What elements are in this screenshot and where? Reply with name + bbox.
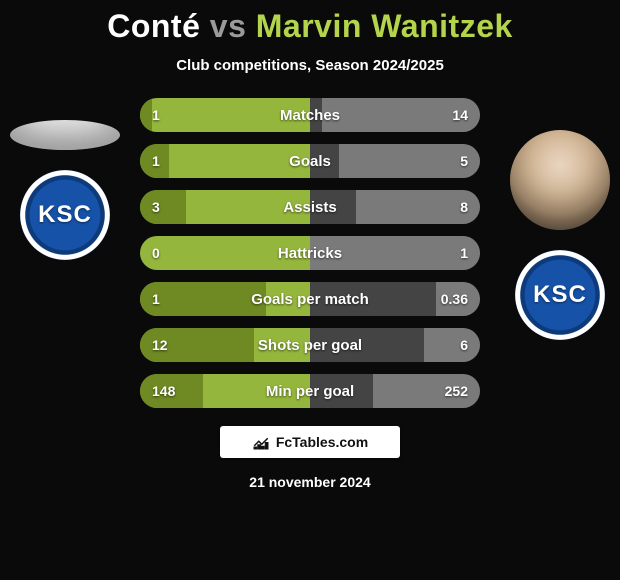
- stat-label: Assists: [283, 199, 336, 216]
- stat-bar-left-fill: [140, 98, 152, 132]
- player2-club-badge: KSC: [515, 250, 605, 340]
- stat-value-left: 3: [152, 199, 160, 215]
- stat-label: Shots per goal: [258, 337, 362, 354]
- stat-value-right: 1: [460, 245, 468, 261]
- stat-value-right: 6: [460, 337, 468, 353]
- stats-container: 1 Matches 14 1 Goals 5 3 Assists 8 0 Hattricks 1 1 Go…: [140, 98, 480, 408]
- stat-label: Goals: [289, 153, 331, 170]
- stat-value-left: 1: [152, 291, 160, 307]
- site-name: FcTables.com: [276, 434, 368, 450]
- club-abbr: KSC: [38, 201, 92, 229]
- stat-value-right: 8: [460, 199, 468, 215]
- stat-row: 3 Assists 8: [140, 190, 480, 224]
- right-player-column: KSC: [510, 130, 610, 340]
- stat-bar-left-fill: [140, 190, 186, 224]
- player1-photo-placeholder: [10, 120, 120, 150]
- player2-name: Marvin Wanitzek: [256, 8, 513, 44]
- stat-row: 1 Goals 5: [140, 144, 480, 178]
- stat-label: Hattricks: [278, 245, 342, 262]
- stat-value-right: 14: [452, 107, 468, 123]
- stat-value-right: 0.36: [441, 291, 468, 307]
- stat-row: 12 Shots per goal 6: [140, 328, 480, 362]
- left-player-column: KSC: [10, 120, 120, 260]
- stat-value-left: 12: [152, 337, 168, 353]
- stat-value-left: 1: [152, 107, 160, 123]
- stat-row: 148 Min per goal 252: [140, 374, 480, 408]
- stat-row: 1 Goals per match 0.36: [140, 282, 480, 316]
- stat-value-left: 148: [152, 383, 175, 399]
- stat-label: Min per goal: [266, 383, 354, 400]
- stat-bar-right-fill: [339, 144, 480, 178]
- stat-value-right: 252: [445, 383, 468, 399]
- footer-date: 21 november 2024: [0, 474, 620, 490]
- stat-value-right: 5: [460, 153, 468, 169]
- player1-name: Conté: [107, 8, 200, 44]
- vs-separator: vs: [210, 8, 247, 44]
- comparison-title: Conté vs Marvin Wanitzek: [0, 0, 620, 45]
- stat-bar-right-fill: [424, 328, 480, 362]
- chart-icon: [252, 433, 270, 451]
- player1-club-badge: KSC: [20, 170, 110, 260]
- club-abbr: KSC: [533, 281, 587, 309]
- site-badge[interactable]: FcTables.com: [220, 426, 400, 458]
- stat-value-left: 1: [152, 153, 160, 169]
- stat-row: 1 Matches 14: [140, 98, 480, 132]
- stat-row: 0 Hattricks 1: [140, 236, 480, 270]
- subtitle: Club competitions, Season 2024/2025: [0, 57, 620, 74]
- stat-label: Goals per match: [251, 291, 369, 308]
- stat-value-left: 0: [152, 245, 160, 261]
- player2-photo: [510, 130, 610, 230]
- stat-label: Matches: [280, 107, 340, 124]
